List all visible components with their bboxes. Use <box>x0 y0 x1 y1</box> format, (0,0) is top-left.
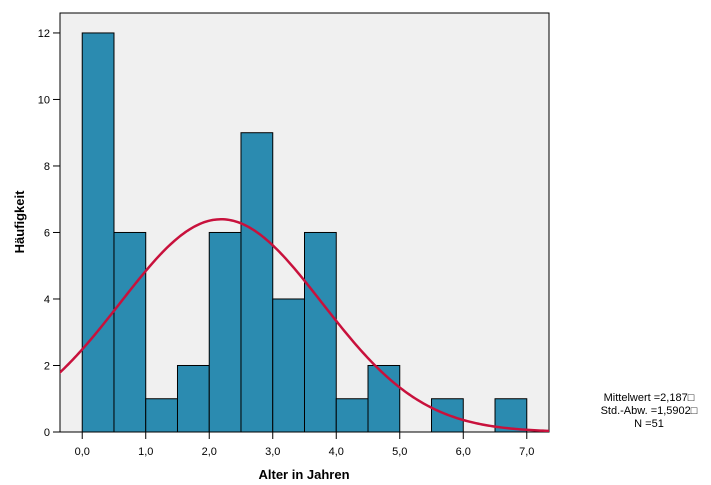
y-tick-label: 12 <box>38 28 50 40</box>
y-tick-label: 10 <box>38 94 50 106</box>
stats-box: Mittelwert =2,187□ Std.-Abw. =1,5902□ N … <box>601 392 698 430</box>
x-tick-label: 2,0 <box>202 446 217 458</box>
histogram-bar <box>272 298 306 433</box>
x-axis-title: Alter in Jahren <box>258 467 349 482</box>
x-tick-label: 0,0 <box>75 446 90 458</box>
y-tick-label: 0 <box>44 427 50 439</box>
x-tick-label: 7,0 <box>519 446 534 458</box>
stats-sd: Std.-Abw. =1,5902□ <box>601 405 698 417</box>
histogram-bar <box>113 231 147 433</box>
x-tick-label: 5,0 <box>392 446 407 458</box>
histogram-bar <box>145 398 178 433</box>
x-axis: 0,0 1,0 2,0 3,0 4,0 5,0 6,0 7,0 <box>75 432 534 458</box>
stats-n: N =51 <box>634 418 664 430</box>
histogram-bar <box>208 231 242 433</box>
y-tick-label: 4 <box>44 294 50 306</box>
x-tick-label: 3,0 <box>265 446 280 458</box>
y-tick-label: 2 <box>44 360 50 372</box>
x-tick-label: 6,0 <box>456 446 471 458</box>
histogram-bar <box>176 364 210 433</box>
histogram-bar <box>335 398 369 433</box>
histogram-bars <box>81 32 528 433</box>
histogram-bar <box>81 32 115 433</box>
normal-curve <box>60 218 549 432</box>
y-tick-label: 8 <box>44 161 50 173</box>
histogram-bar <box>367 364 401 433</box>
histogram-bar <box>240 132 274 433</box>
histogram-bar <box>304 231 337 433</box>
y-axis: 0 2 4 6 8 10 12 <box>38 28 60 439</box>
x-tick-label: 1,0 <box>138 446 153 458</box>
y-axis-title: Häufigkeit <box>12 190 27 254</box>
y-tick-label: 6 <box>44 227 50 239</box>
stats-mean: Mittelwert =2,187□ <box>604 392 695 404</box>
x-tick-label: 4,0 <box>329 446 344 458</box>
